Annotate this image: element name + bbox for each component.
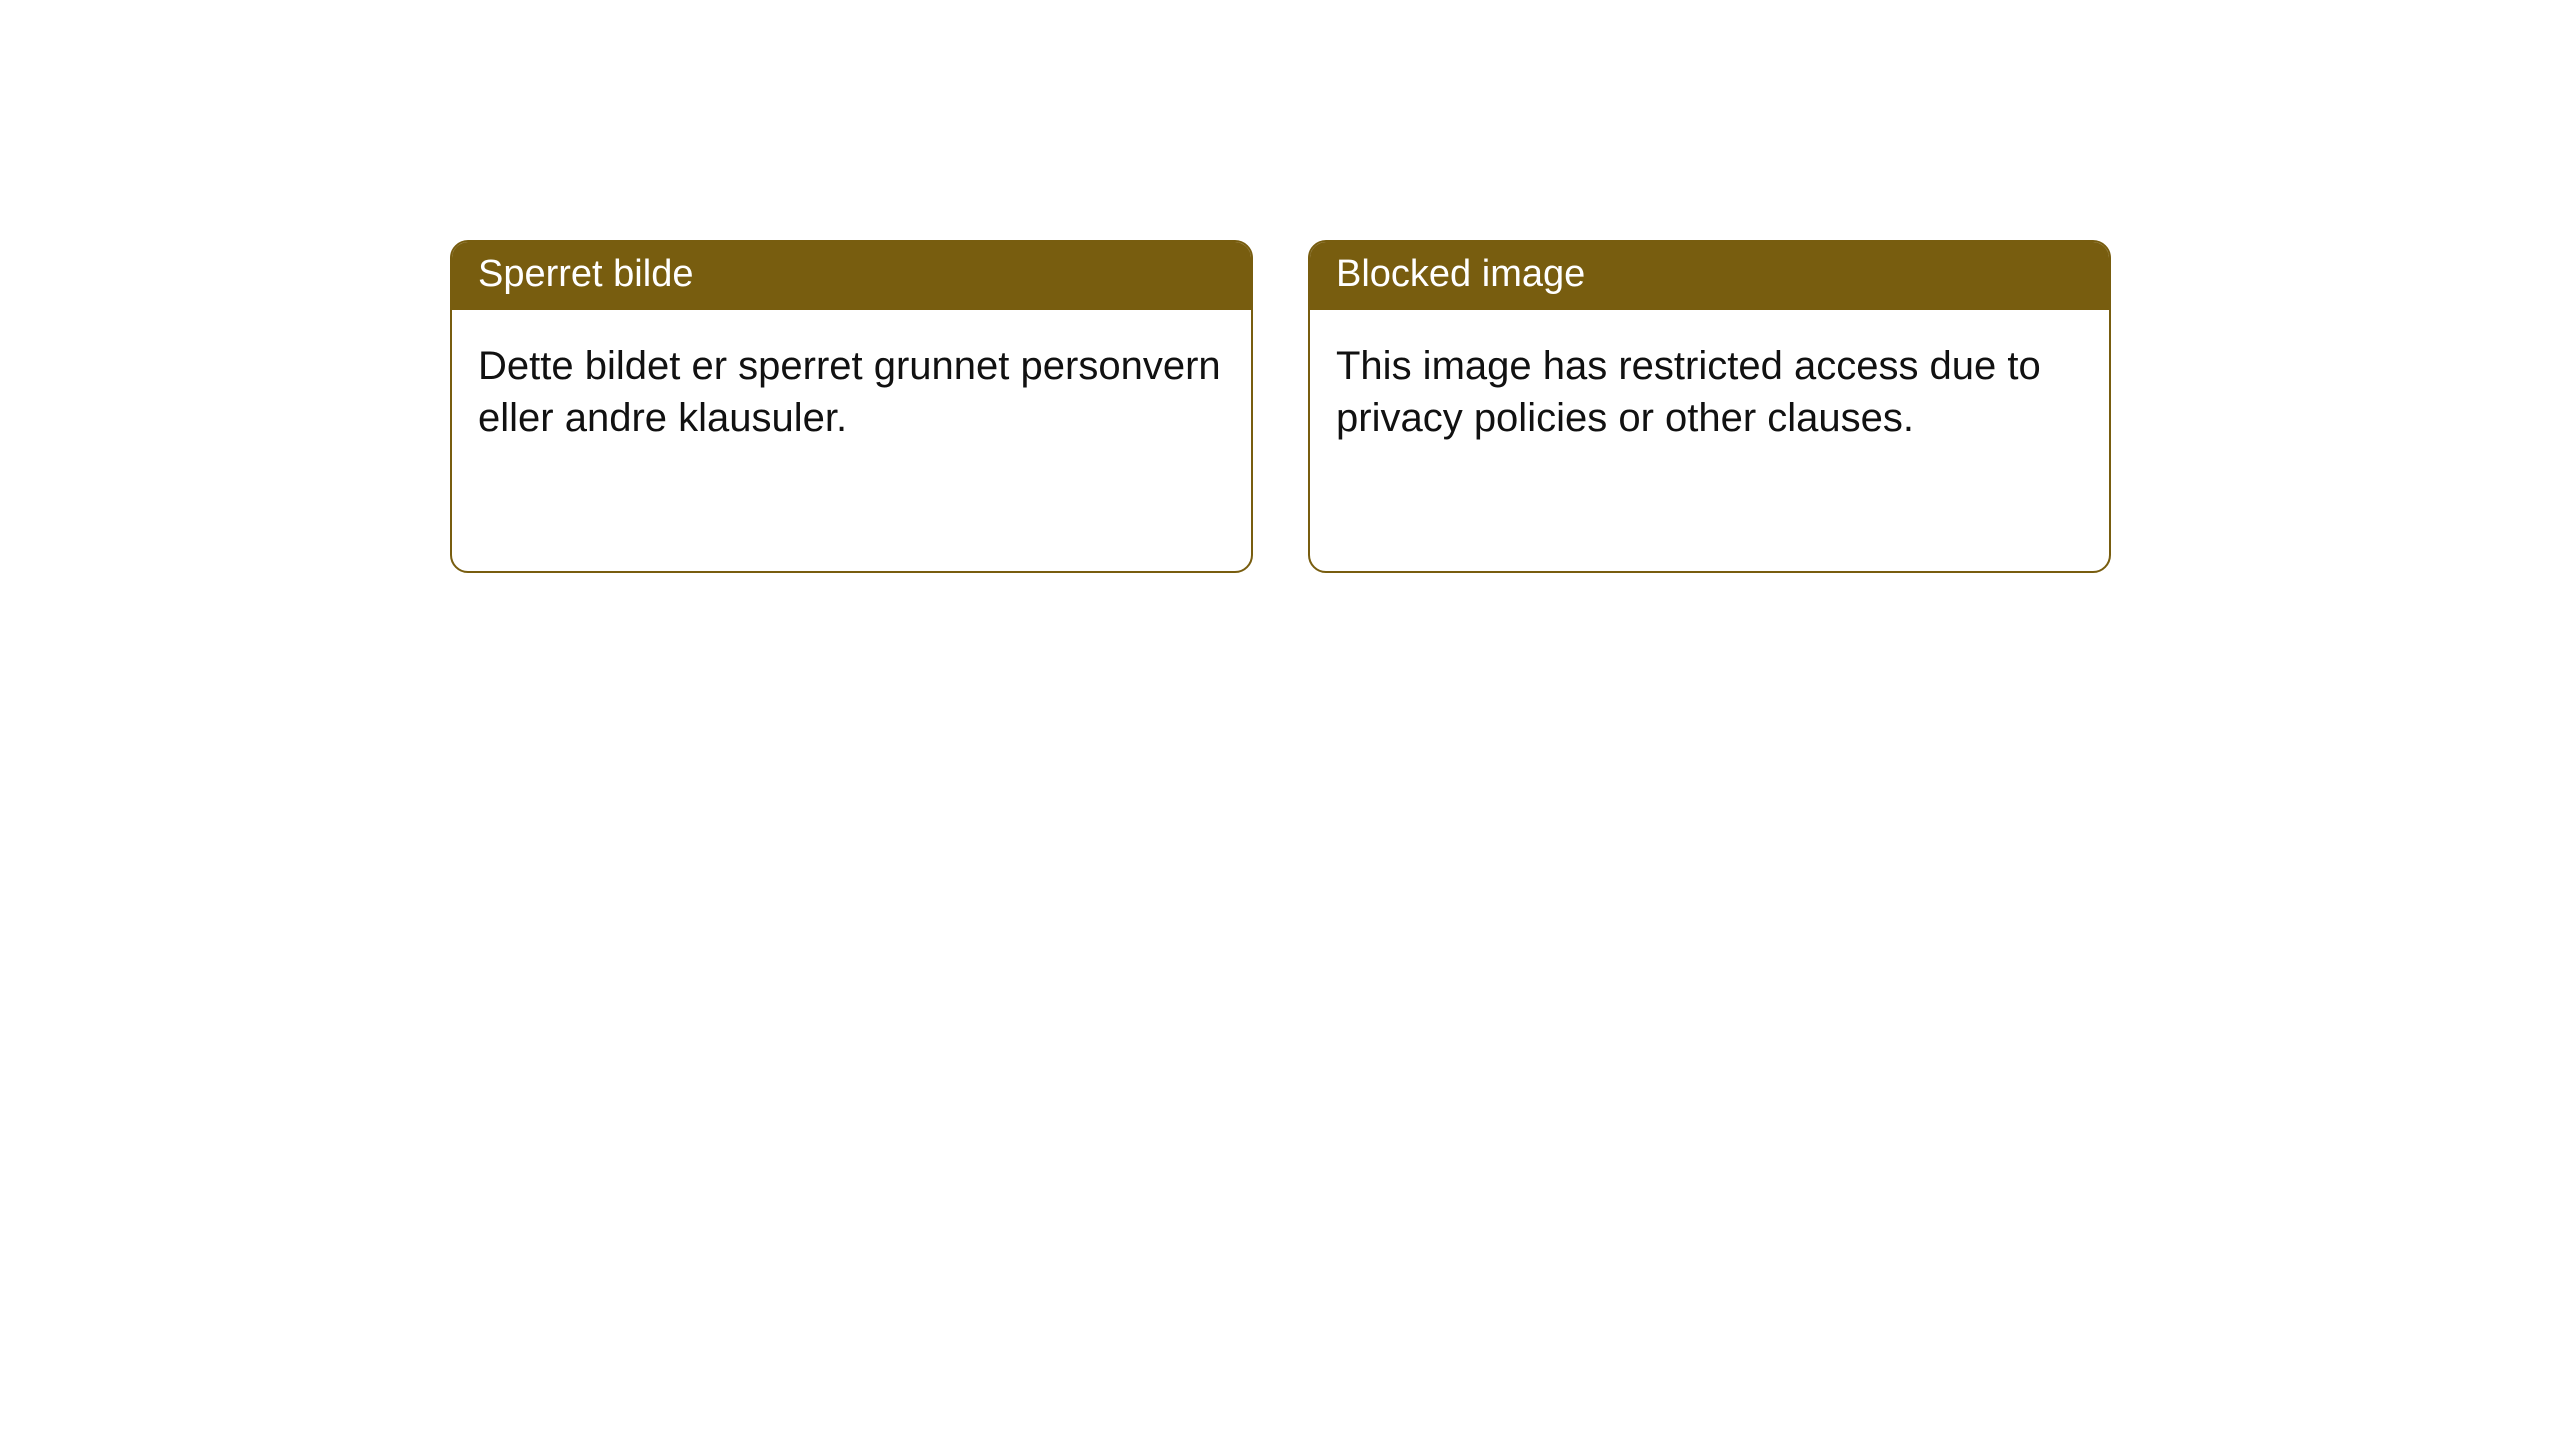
notice-container: Sperret bilde Dette bildet er sperret gr… bbox=[450, 240, 2111, 573]
notice-body: This image has restricted access due to … bbox=[1310, 310, 2109, 474]
notice-card-english: Blocked image This image has restricted … bbox=[1308, 240, 2111, 573]
notice-card-norwegian: Sperret bilde Dette bildet er sperret gr… bbox=[450, 240, 1253, 573]
notice-title: Sperret bilde bbox=[452, 242, 1251, 310]
notice-title: Blocked image bbox=[1310, 242, 2109, 310]
notice-body: Dette bildet er sperret grunnet personve… bbox=[452, 310, 1251, 474]
